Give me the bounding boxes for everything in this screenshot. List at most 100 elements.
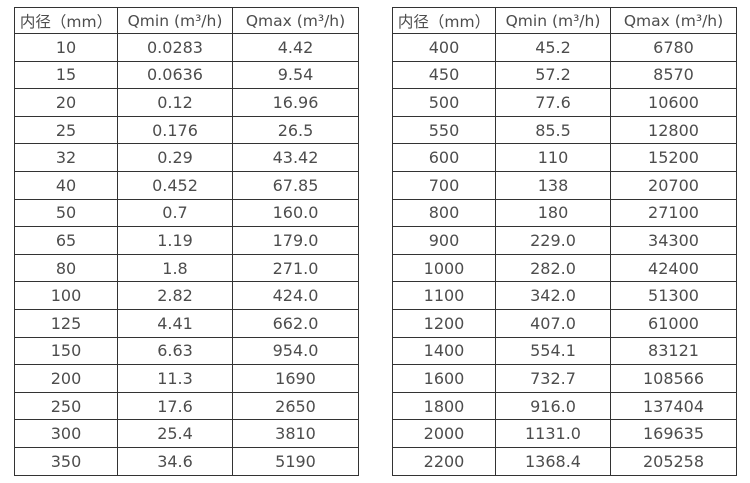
qmax-cell: 662.0 (232, 308, 359, 338)
diameter-cell: 500 (392, 88, 496, 117)
qmax-cell: 67.85 (232, 170, 359, 200)
qmax-cell: 12800 (610, 115, 737, 145)
qmin-cell: 282.0 (495, 253, 611, 283)
diameter-cell: 25 (14, 115, 118, 145)
qmin-column-header: Qmin (m³/h) (495, 7, 611, 34)
qmax-column-header: Qmax (m³/h) (610, 7, 737, 34)
qmax-cell: 205258 (610, 446, 737, 476)
table-row: 65 1.19 179.0 (14, 226, 359, 255)
table-row: 50 0.7 160.0 (14, 198, 359, 228)
qmax-cell: 137404 (610, 391, 737, 421)
qmin-cell: 732.7 (495, 364, 611, 393)
qmin-cell: 1.19 (117, 226, 233, 255)
qmax-cell: 2650 (232, 391, 359, 421)
header-row: 内径（mm） Qmin (m³/h) Qmax (m³/h) (14, 7, 359, 34)
table-row: 80 1.8 271.0 (14, 253, 359, 283)
qmax-cell: 26.5 (232, 115, 359, 145)
table-row: 200 11.3 1690 (14, 364, 359, 393)
qmax-cell: 10600 (610, 88, 737, 117)
table-row: 15 0.0636 9.54 (14, 60, 359, 90)
qmin-cell: 1131.0 (495, 419, 611, 448)
table-row: 2200 1368.4 205258 (392, 446, 737, 476)
qmax-cell: 424.0 (232, 281, 359, 310)
diameter-cell: 125 (14, 308, 118, 338)
qmax-cell: 20700 (610, 170, 737, 200)
qmin-cell: 0.176 (117, 115, 233, 145)
table-row: 600 110 15200 (392, 143, 737, 172)
diameter-cell: 150 (14, 336, 118, 366)
qmax-cell: 4.42 (232, 33, 359, 62)
diameter-cell: 400 (392, 33, 496, 62)
qmax-cell: 271.0 (232, 253, 359, 283)
qmin-cell: 0.29 (117, 143, 233, 172)
table-row: 25 0.176 26.5 (14, 115, 359, 145)
diameter-cell: 600 (392, 143, 496, 172)
qmin-cell: 34.6 (117, 446, 233, 476)
table-row: 700 138 20700 (392, 170, 737, 200)
qmax-cell: 5190 (232, 446, 359, 476)
table-row: 400 45.2 6780 (392, 33, 737, 62)
qmin-cell: 57.2 (495, 60, 611, 90)
qmin-cell: 17.6 (117, 391, 233, 421)
diameter-cell: 2200 (392, 446, 496, 476)
diameter-cell: 15 (14, 60, 118, 90)
table-row: 250 17.6 2650 (14, 391, 359, 421)
qmax-cell: 108566 (610, 364, 737, 393)
qmin-cell: 342.0 (495, 281, 611, 310)
qmin-cell: 0.452 (117, 170, 233, 200)
flow-spec-table-large-diameters: 内径（mm） Qmin (m³/h) Qmax (m³/h) 400 45.2 67… (392, 7, 737, 476)
qmin-cell: 85.5 (495, 115, 611, 145)
diameter-column-header: 内径（mm） (14, 7, 118, 34)
qmax-cell: 954.0 (232, 336, 359, 366)
qmin-cell: 0.0636 (117, 60, 233, 90)
qmin-cell: 180 (495, 198, 611, 228)
diameter-cell: 40 (14, 170, 118, 200)
table-row: 1600 732.7 108566 (392, 364, 737, 393)
qmin-cell: 25.4 (117, 419, 233, 448)
diameter-cell: 10 (14, 33, 118, 62)
table-row: 1800 916.0 137404 (392, 391, 737, 421)
diameter-cell: 350 (14, 446, 118, 476)
qmax-cell: 160.0 (232, 198, 359, 228)
diameter-cell: 700 (392, 170, 496, 200)
qmin-cell: 110 (495, 143, 611, 172)
table-row: 800 180 27100 (392, 198, 737, 228)
qmin-cell: 1.8 (117, 253, 233, 283)
qmin-cell: 0.7 (117, 198, 233, 228)
diameter-cell: 1000 (392, 253, 496, 283)
diameter-cell: 100 (14, 281, 118, 310)
qmin-cell: 554.1 (495, 336, 611, 366)
qmin-cell: 77.6 (495, 88, 611, 117)
qmax-cell: 51300 (610, 281, 737, 310)
diameter-cell: 200 (14, 364, 118, 393)
diameter-column-header: 内径（mm） (392, 7, 496, 34)
qmin-cell: 0.0283 (117, 33, 233, 62)
diameter-cell: 800 (392, 198, 496, 228)
diameter-cell: 1600 (392, 364, 496, 393)
table-row: 10 0.0283 4.42 (14, 33, 359, 62)
qmin-cell: 229.0 (495, 226, 611, 255)
qmax-cell: 27100 (610, 198, 737, 228)
qmin-cell: 916.0 (495, 391, 611, 421)
qmax-cell: 1690 (232, 364, 359, 393)
qmax-cell: 169635 (610, 419, 737, 448)
qmin-cell: 2.82 (117, 281, 233, 310)
qmin-cell: 407.0 (495, 308, 611, 338)
table-row: 125 4.41 662.0 (14, 308, 359, 338)
diameter-cell: 32 (14, 143, 118, 172)
qmax-cell: 43.42 (232, 143, 359, 172)
diameter-cell: 900 (392, 226, 496, 255)
table-row: 150 6.63 954.0 (14, 336, 359, 366)
qmax-cell: 3810 (232, 419, 359, 448)
qmax-cell: 8570 (610, 60, 737, 90)
diameter-cell: 1800 (392, 391, 496, 421)
qmin-cell: 11.3 (117, 364, 233, 393)
diameter-cell: 80 (14, 253, 118, 283)
header-row: 内径（mm） Qmin (m³/h) Qmax (m³/h) (392, 7, 737, 34)
qmin-cell: 45.2 (495, 33, 611, 62)
qmax-cell: 6780 (610, 33, 737, 62)
table-row: 300 25.4 3810 (14, 419, 359, 448)
qmax-cell: 42400 (610, 253, 737, 283)
diameter-cell: 450 (392, 60, 496, 90)
